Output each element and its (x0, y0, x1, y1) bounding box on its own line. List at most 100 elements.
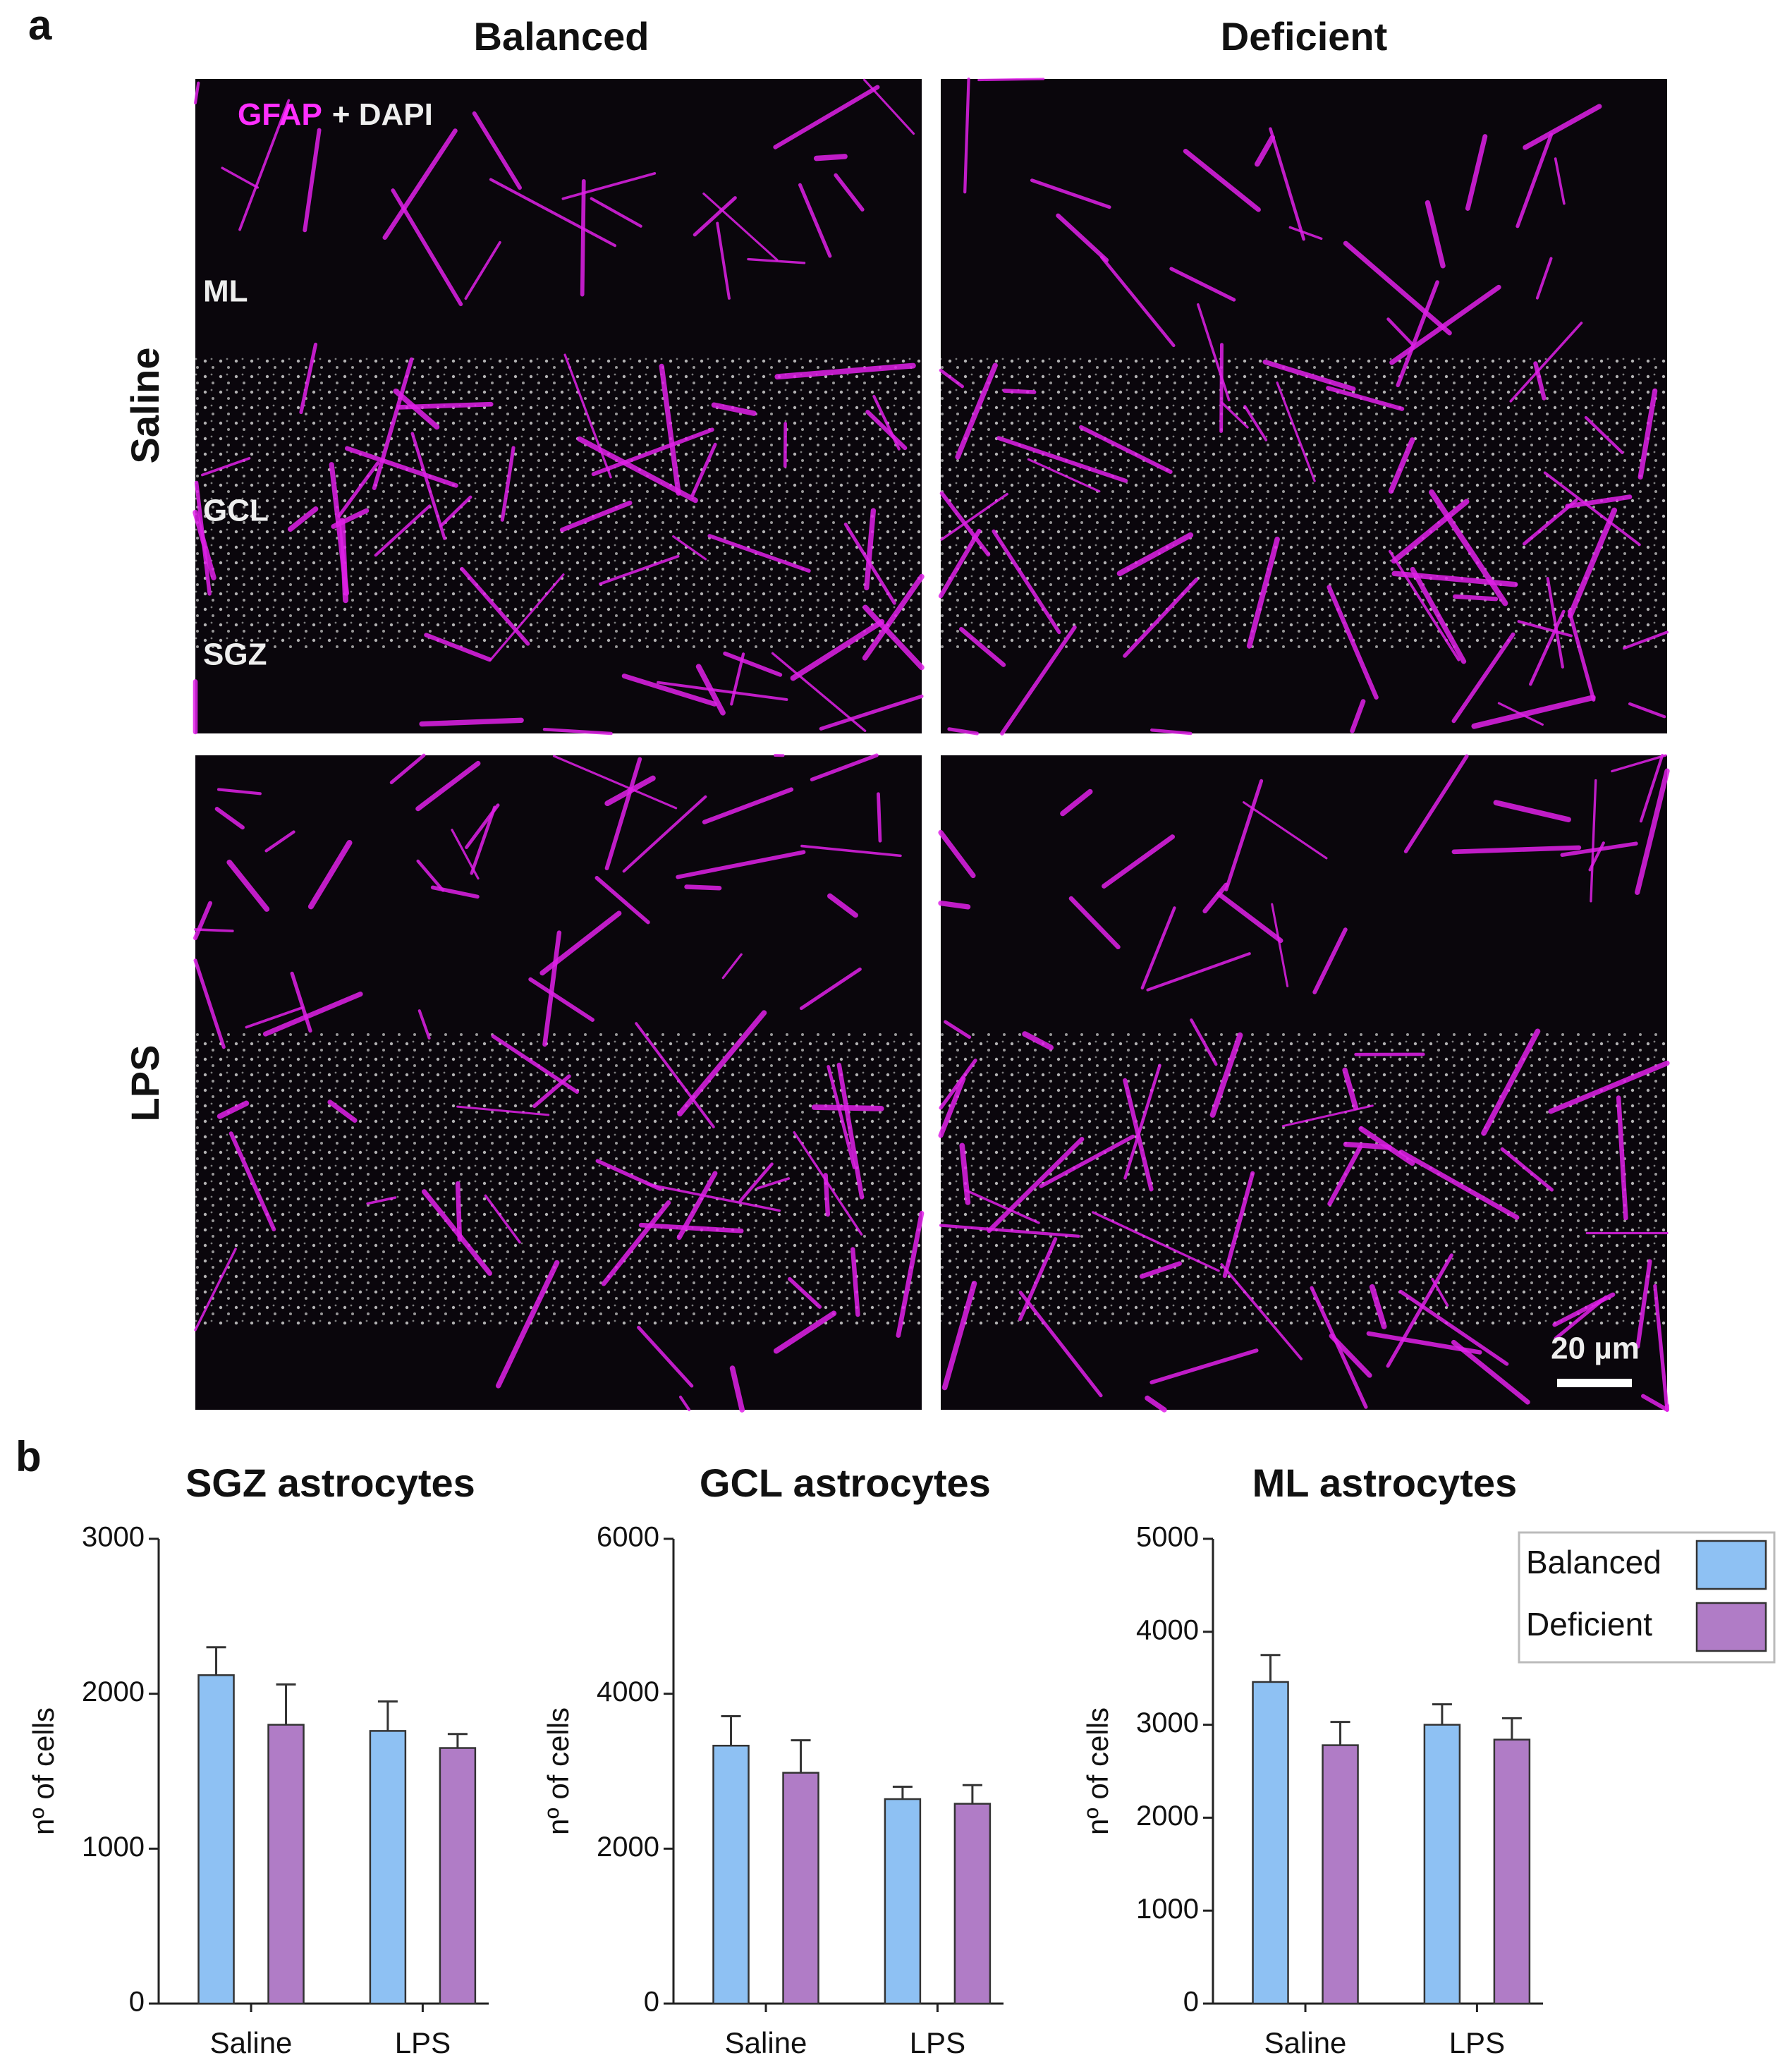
x-tick-label: Saline (1264, 2026, 1347, 2059)
error-bar (377, 1700, 398, 1731)
astrocyte-process (1481, 1028, 1541, 1136)
astrocyte-process (622, 795, 707, 873)
y-axis-label: nº of cells (542, 1707, 575, 1835)
astrocyte-process (456, 1105, 550, 1116)
bar (884, 1798, 922, 2005)
astrocyte-process (1342, 1067, 1359, 1111)
y-tick-label: 3000 (82, 1522, 145, 1553)
astrocyte-process (896, 1210, 925, 1338)
astrocyte-process (1509, 322, 1583, 403)
astrocyte-process (677, 1010, 767, 1117)
astrocyte-process (955, 362, 998, 460)
astrocyte-process (1543, 471, 1641, 547)
astrocyte-process (1030, 178, 1111, 209)
astrocyte-process (729, 1365, 745, 1413)
astrocyte-process (938, 900, 971, 910)
astrocyte-process (773, 85, 880, 150)
bar (1322, 1744, 1359, 2005)
error-bar (1260, 1654, 1281, 1682)
astrocyte-process (1628, 702, 1666, 719)
astrocyte-process (834, 173, 865, 212)
y-axis-label: nº of cells (27, 1707, 60, 1835)
astrocyte-process (944, 1020, 972, 1040)
astrocyte-process (1271, 903, 1289, 987)
astrocyte-process (1220, 1263, 1303, 1360)
astrocyte-process (790, 618, 885, 681)
error-bar (962, 1784, 982, 1804)
astrocyte-process (1429, 489, 1508, 607)
astrocyte-process (500, 446, 516, 522)
column-header: Balanced (474, 14, 649, 59)
astrocyte-process (389, 753, 426, 784)
y-tick-label: 0 (644, 1987, 659, 2018)
astrocyte-process (421, 1189, 492, 1276)
astrocyte-process (676, 850, 806, 879)
astrocyte-process (245, 1006, 304, 1029)
error-bar (447, 1733, 468, 1748)
astrocyte-process (228, 1131, 276, 1232)
astrocyte-process (1224, 779, 1264, 891)
astrocyte-process (1326, 585, 1379, 700)
error-bar (791, 1739, 811, 1773)
astrocyte-process (678, 1395, 691, 1412)
astrocyte-process (1139, 1261, 1182, 1279)
astrocyte-process (721, 953, 743, 980)
astrocyte-process (1243, 405, 1268, 441)
astrocyte-process (959, 1142, 971, 1205)
astrocyte-process (1269, 127, 1305, 241)
astrocyte-process (1350, 699, 1366, 733)
astrocyte-process (1018, 1237, 1058, 1322)
bar (267, 1724, 305, 2005)
astrocyte-process (1343, 1141, 1392, 1150)
astrocyte-process (1500, 1147, 1554, 1192)
astrocyte-process (410, 432, 446, 540)
error-bar (1432, 1703, 1452, 1725)
astrocyte-process (684, 884, 722, 891)
astrocyte-process (1220, 401, 1249, 429)
astrocyte-process (216, 788, 262, 796)
astrocyte-process (193, 81, 200, 105)
astrocyte-process (1145, 1395, 1167, 1413)
astrocyte-process (464, 240, 501, 300)
chart-title: ML astrocytes (1252, 1461, 1518, 1505)
astrocyte-process (1635, 1259, 1652, 1349)
astrocyte-process (940, 492, 1008, 541)
error-bar (276, 1683, 296, 1725)
astrocyte-process (1216, 891, 1283, 944)
astrocyte-process (1451, 1339, 1530, 1405)
astrocyte-process (716, 221, 731, 300)
astrocyte-process (1102, 834, 1175, 889)
bar (439, 1747, 477, 2005)
legend-swatch (1695, 1602, 1767, 1652)
astrocyte-process (1246, 536, 1280, 649)
astrocyte-process (939, 368, 964, 389)
chart-title: SGZ astrocytes (185, 1461, 475, 1505)
legend-label: Deficient (1526, 1606, 1652, 1643)
astrocyte-process (238, 99, 291, 231)
astrocyte-process (1219, 343, 1224, 433)
stain-counter: + DAPI (332, 97, 433, 132)
astrocyte-process (393, 388, 440, 430)
astrocyte-process (1022, 1031, 1054, 1051)
bar (953, 1803, 992, 2005)
astrocyte-process (1546, 577, 1564, 669)
astrocyte-process (416, 859, 445, 892)
astrocyte-process (941, 1281, 977, 1391)
astrocyte-process (836, 1062, 865, 1200)
astrocyte-process (638, 1222, 744, 1233)
astrocyte-process (216, 1100, 250, 1119)
astrocyte-process (1425, 200, 1446, 269)
astrocyte-process (672, 535, 707, 561)
astrocyte-process (472, 111, 522, 190)
astrocyte-process (707, 534, 811, 573)
astrocyte-process (542, 727, 613, 736)
astrocyte-process (996, 436, 1128, 483)
astrocyte-process (799, 967, 862, 1011)
astrocyte-process (939, 1224, 1080, 1238)
astrocyte-process (419, 717, 524, 727)
astrocyte-process (1255, 135, 1276, 167)
y-tick-label: 2000 (1136, 1800, 1199, 1832)
astrocyte-process (827, 893, 858, 918)
astrocyte-process (1183, 148, 1261, 212)
astrocyte-process (1554, 157, 1566, 205)
